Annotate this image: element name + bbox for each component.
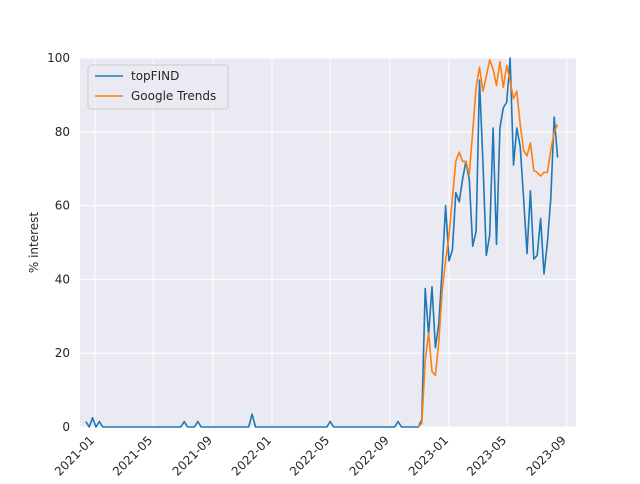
x-tick-label: 2023-09	[524, 433, 569, 478]
x-tick-label: 2021-09	[170, 433, 215, 478]
y-tick-label: 20	[55, 346, 70, 360]
series-line-0	[85, 57, 559, 428]
x-tick-label: 2021-01	[52, 433, 97, 478]
legend-label: Google Trends	[131, 89, 216, 103]
y-tick-label: 0	[62, 420, 70, 434]
legend-label: topFIND	[131, 69, 179, 83]
x-axis: 2021-01 2021-05 2021-09 2022-01 2022-05 2022-…	[52, 433, 569, 478]
x-tick-label: 2023-01	[406, 433, 451, 478]
series-lines	[85, 57, 559, 428]
legend: topFIND Google Trends	[87, 64, 229, 110]
x-tick-label: 2022-01	[229, 433, 274, 478]
x-tick-label: 2022-09	[347, 433, 392, 478]
gridlines	[80, 57, 576, 428]
x-tick-label: 2021-05	[110, 433, 155, 478]
y-tick-label: 40	[55, 272, 70, 286]
x-tick-label: 2023-05	[464, 433, 509, 478]
series-line-1	[417, 58, 559, 428]
y-axis: 0 20 40 60 80 100	[47, 51, 70, 434]
plot-area	[80, 58, 576, 427]
y-axis-label: % interest	[27, 212, 41, 274]
x-tick-label: 2022-05	[287, 433, 332, 478]
y-tick-label: 80	[55, 125, 70, 139]
y-tick-label: 60	[55, 199, 70, 213]
y-tick-label: 100	[47, 51, 70, 65]
